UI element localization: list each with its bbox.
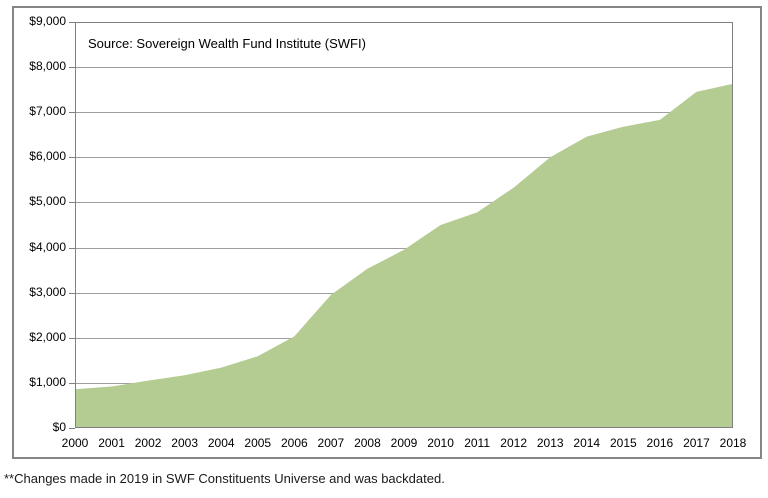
x-axis-tick-label: 2001: [98, 436, 125, 450]
x-axis-tick-label: 2010: [427, 436, 454, 450]
x-axis-tick-label: 2016: [646, 436, 674, 450]
area-series: [75, 83, 733, 428]
y-axis-tick-label: $1,000: [29, 374, 66, 389]
y-axis-tick-mark: [69, 112, 75, 113]
y-axis-tick-label: $8,000: [29, 59, 66, 74]
x-axis-tick-label: 2004: [207, 436, 235, 450]
x-axis-tick-label: 2007: [317, 436, 345, 450]
x-axis-tick-label: 2003: [171, 436, 198, 450]
y-axis-tick-label: $5,000: [29, 194, 66, 209]
y-axis-tick-label: $6,000: [29, 149, 66, 164]
x-axis-tick-label: 2011: [464, 436, 491, 450]
y-axis-tick-label: $0: [52, 420, 66, 434]
x-axis-tick-label: 2008: [354, 436, 381, 450]
area-chart-plot: [75, 22, 733, 428]
y-axis-tick-mark: [69, 248, 75, 249]
y-axis-tick-label: $3,000: [29, 284, 66, 299]
x-axis-tick-label: 2006: [280, 436, 308, 450]
y-axis-tick-label: $2,000: [29, 329, 66, 344]
x-axis-tick-label: 2002: [134, 436, 162, 450]
y-axis-tick-mark: [69, 22, 75, 23]
y-axis-tick-label: $9,000: [29, 14, 66, 28]
plot-border: [75, 22, 733, 428]
x-axis-tick-label: 2000: [61, 436, 89, 450]
y-axis-tick-label: $7,000: [29, 104, 66, 119]
x-axis-tick-label: 2014: [573, 436, 601, 450]
x-axis-tick-label: 2015: [609, 436, 637, 450]
x-axis-tick-label: 2013: [536, 436, 564, 450]
y-axis-tick-mark: [69, 293, 75, 294]
y-axis-tick-mark: [69, 67, 75, 68]
y-axis-tick-mark: [69, 383, 75, 384]
y-axis-tick-mark: [69, 338, 75, 339]
x-axis-tick-label: 2012: [500, 436, 527, 450]
y-axis-tick-mark: [69, 202, 75, 203]
x-axis-tick-label: 2018: [719, 436, 747, 450]
y-axis-tick-mark: [69, 157, 75, 158]
x-axis-tick-label: 2005: [244, 436, 272, 450]
y-axis-tick-label: $4,000: [29, 239, 66, 254]
x-axis-tick-label: 2017: [683, 436, 710, 450]
x-axis-tick-label: 2009: [390, 436, 418, 450]
footnote: **Changes made in 2019 in SWF Constituen…: [4, 471, 445, 486]
y-axis-tick-mark: [69, 428, 75, 429]
source-note: Source: Sovereign Wealth Fund Institute …: [88, 36, 366, 51]
